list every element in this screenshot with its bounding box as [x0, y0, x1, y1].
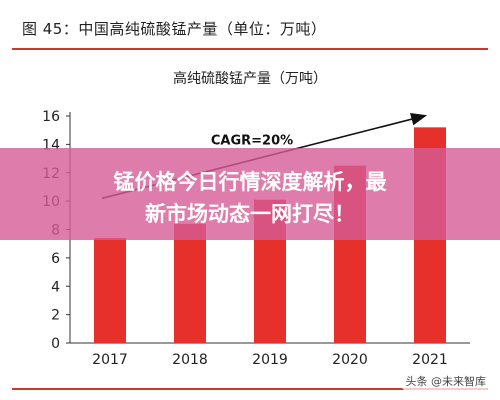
x-tick-label: 2021 — [412, 352, 448, 368]
y-tick-label: 16 — [42, 109, 60, 125]
figure-caption: 图 45：中国高纯硫酸锰产量（单位：万吨） — [22, 20, 327, 38]
bottom-rule — [12, 388, 488, 390]
x-tick-label: 2018 — [172, 352, 208, 368]
y-tick-label: 6 — [51, 251, 60, 267]
top-rule — [12, 48, 488, 50]
bar-2018 — [174, 223, 206, 343]
chart-title: 高纯硫酸锰产量（万吨） — [173, 71, 327, 87]
headline-line-2: 新市场动态一网打尽！ — [145, 202, 355, 226]
x-tick-label: 2019 — [252, 352, 288, 368]
source-watermark: 头条 @未来智库 — [401, 372, 490, 390]
headline-line-1: 锰价格今日行情深度解析，最 — [113, 170, 387, 194]
y-tick-label: 4 — [51, 279, 60, 295]
x-tick-label: 2017 — [92, 352, 128, 368]
y-tick-label: 2 — [51, 308, 60, 324]
headline-banner: 锰价格今日行情深度解析，最 新市场动态一网打尽！ — [0, 148, 500, 240]
y-tick-label: 0 — [51, 336, 60, 352]
cagr-annotation: CAGR=20% — [211, 133, 293, 148]
x-tick-label: 2020 — [332, 352, 368, 368]
bar-2017 — [94, 238, 126, 343]
